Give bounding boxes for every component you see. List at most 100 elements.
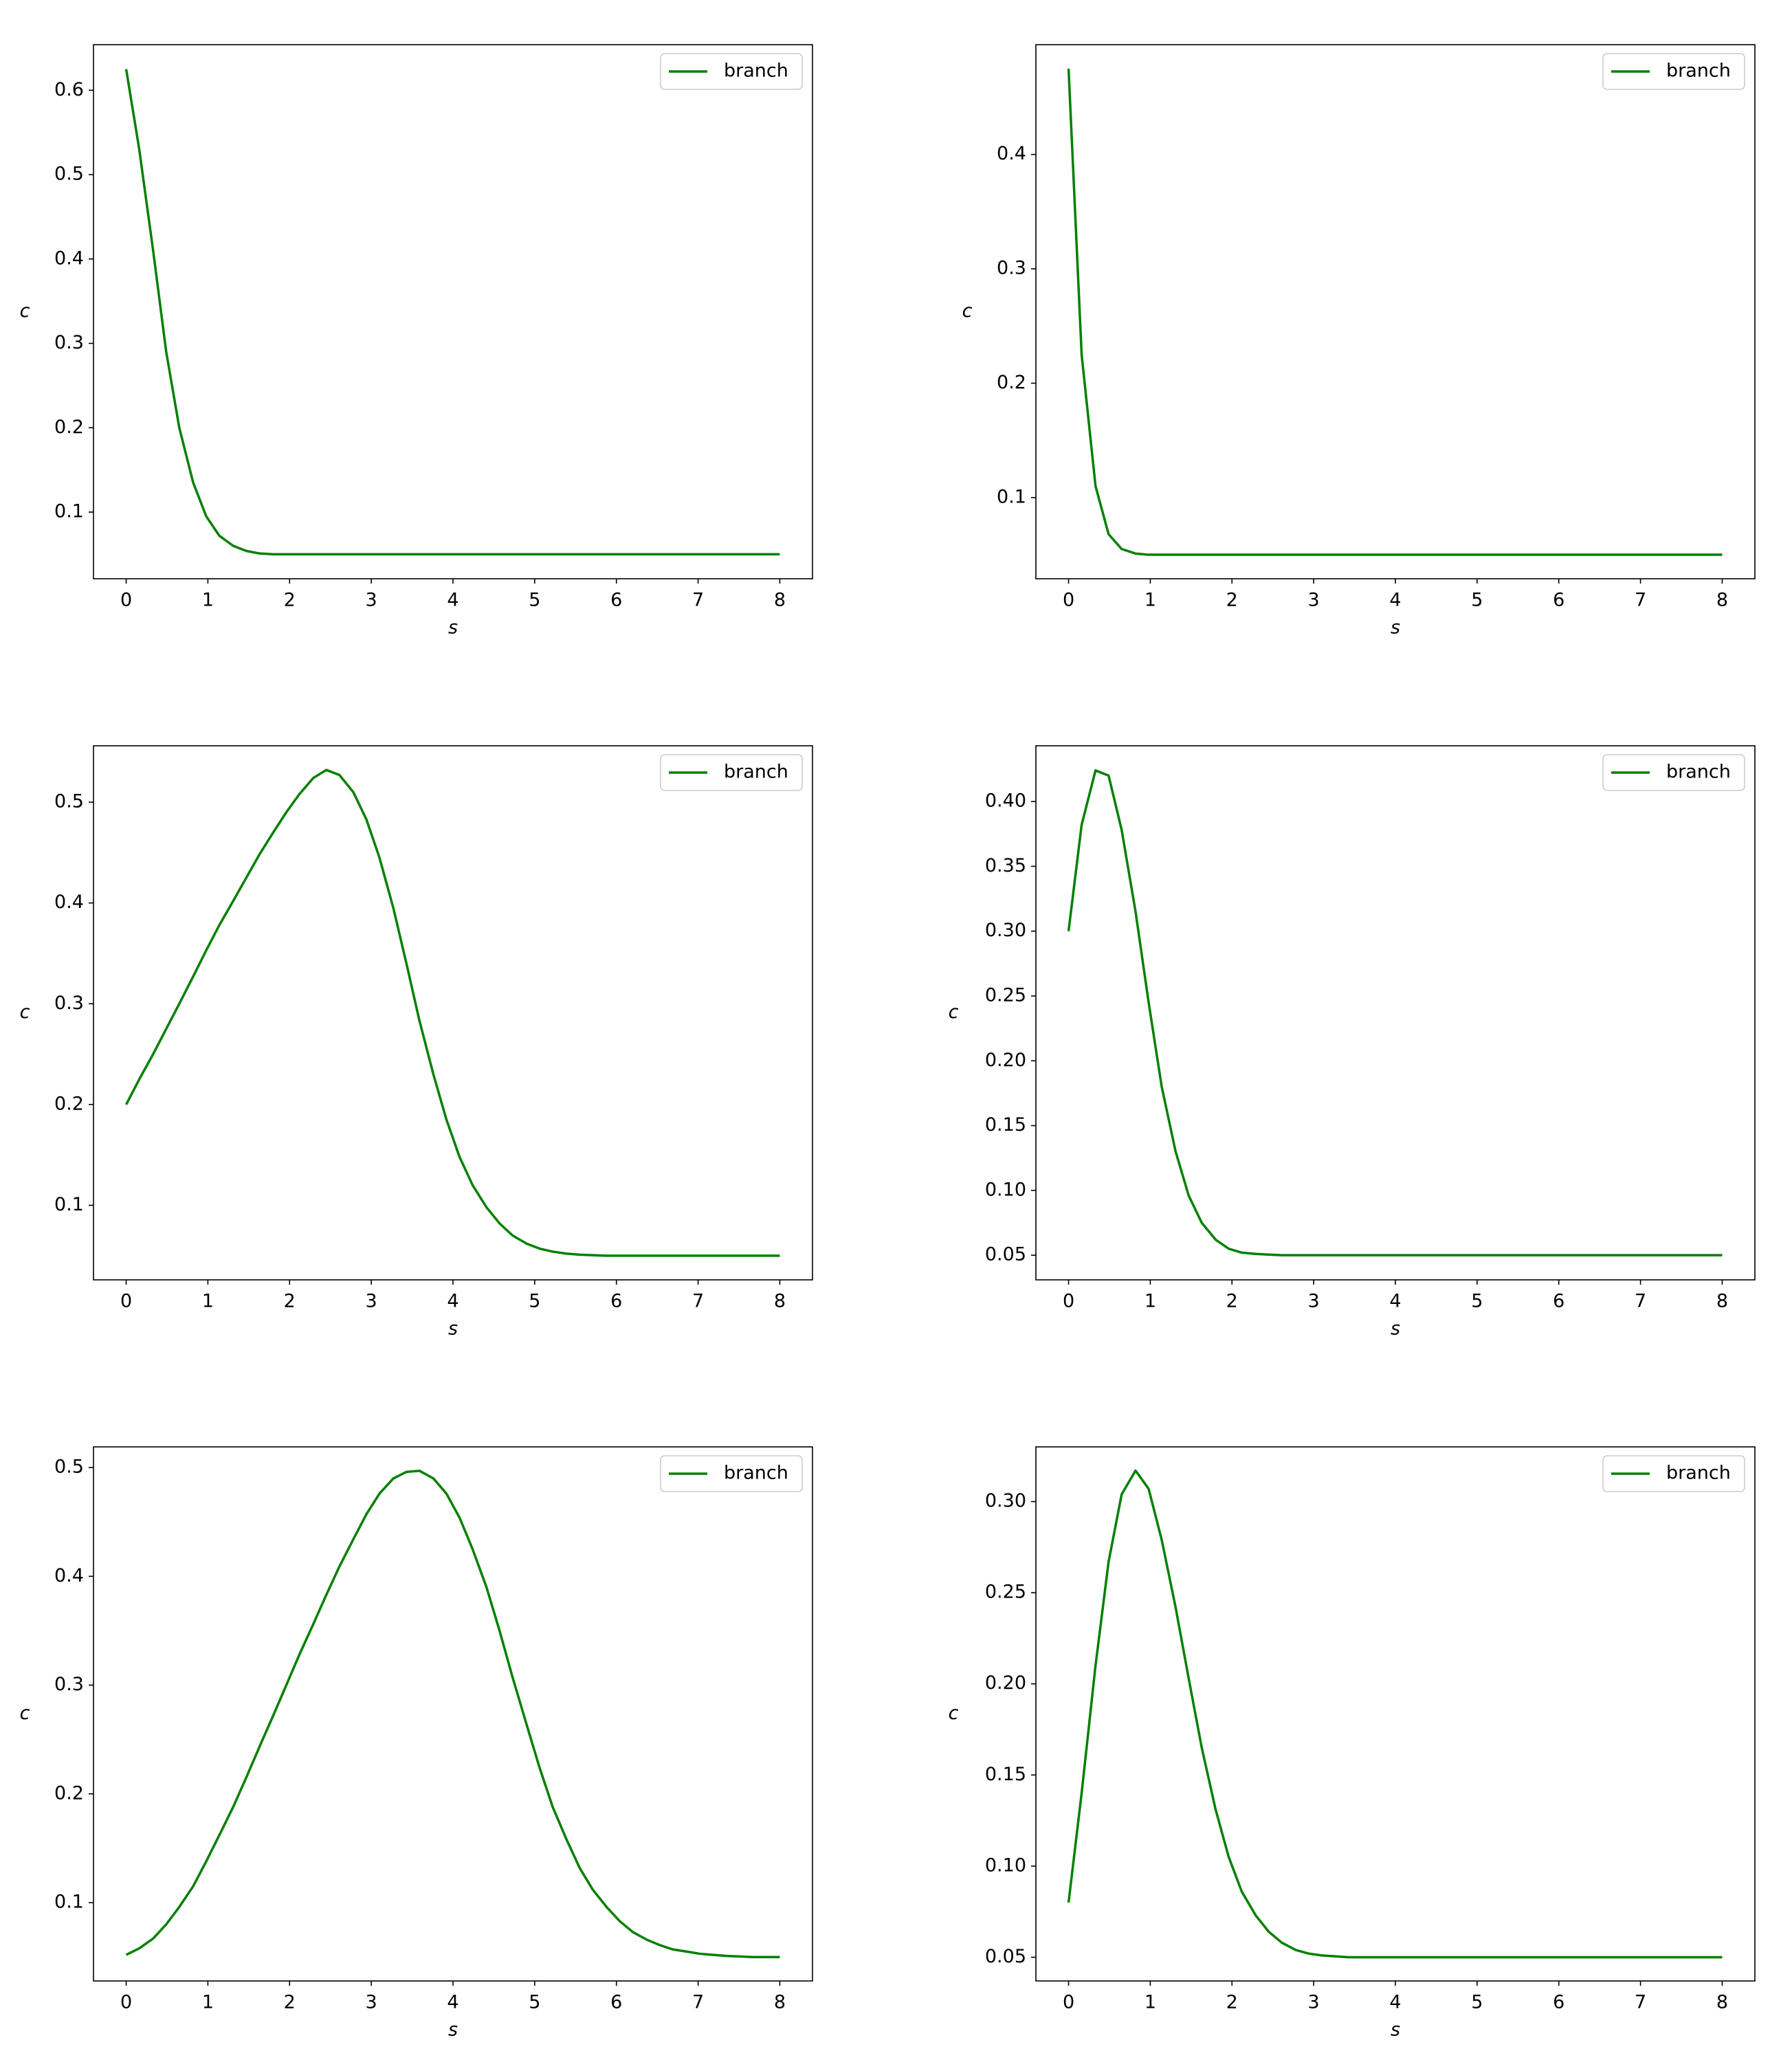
x-tick-label: 5 [1471, 1992, 1483, 2013]
y-tick-label: 0.40 [985, 790, 1026, 812]
y-tick-label: 0.4 [54, 1565, 84, 1586]
data-line [1067, 68, 1723, 556]
x-tick-label: 1 [202, 590, 214, 611]
legend-label: branch [724, 60, 788, 82]
x-tick-label: 8 [1716, 1992, 1728, 2013]
axes-frame [93, 44, 813, 579]
y-tick-label: 0.20 [985, 1050, 1026, 1071]
y-tick-label: 0.1 [54, 1194, 84, 1215]
x-tick-label: 6 [1553, 1291, 1564, 1312]
data-line [124, 69, 780, 556]
x-tick-label: 6 [610, 1992, 622, 2013]
x-tick-label: 4 [1389, 590, 1401, 611]
x-axis-label: s [1391, 2019, 1400, 2041]
x-tick-label: 5 [529, 1291, 540, 1312]
legend-label: branch [724, 1463, 788, 1484]
x-tick-label: 1 [1144, 590, 1156, 611]
y-tick-label: 0.30 [985, 1490, 1026, 1511]
y-tick-label: 0.30 [985, 920, 1026, 941]
x-tick-label: 3 [1308, 1992, 1320, 2013]
y-axis-label: c [20, 300, 30, 322]
x-tick-label: 3 [366, 1992, 377, 2013]
legend-label: branch [1666, 1463, 1731, 1484]
legend-box [1602, 754, 1745, 791]
legend-box [1602, 1455, 1745, 1492]
x-tick-label: 0 [1063, 1992, 1074, 2013]
axes-frame [93, 745, 813, 1281]
x-tick-label: 0 [120, 590, 132, 611]
x-tick-label: 7 [692, 1291, 704, 1312]
y-tick-label: 0.05 [985, 1244, 1026, 1265]
data-line [1067, 769, 1723, 1256]
x-tick-label: 1 [1144, 1291, 1156, 1312]
y-tick-label: 0.1 [54, 1892, 84, 1913]
x-axis-label: s [1391, 1318, 1400, 1340]
x-tick-label: 3 [366, 1291, 377, 1312]
y-tick-label: 0.5 [54, 1457, 84, 1478]
y-tick-label: 0.2 [997, 372, 1026, 393]
x-tick-label: 8 [774, 1291, 786, 1312]
x-tick-label: 8 [774, 590, 786, 611]
legend-box [660, 53, 803, 90]
x-tick-label: 8 [1716, 1291, 1728, 1312]
y-tick-label: 0.4 [54, 891, 84, 913]
x-tick-label: 5 [529, 1992, 540, 2013]
data-line [1067, 1469, 1723, 1959]
x-tick-label: 5 [1471, 590, 1483, 611]
x-tick-label: 4 [447, 1291, 458, 1312]
x-tick-label: 4 [1389, 1291, 1401, 1312]
x-tick-label: 4 [1389, 1992, 1401, 2013]
y-tick-label: 0.4 [997, 143, 1026, 164]
y-tick-label: 0.35 [985, 855, 1026, 876]
x-tick-label: 4 [447, 590, 458, 611]
x-tick-label: 4 [447, 1992, 458, 2013]
x-tick-label: 7 [692, 1992, 704, 2013]
y-axis-label: c [962, 300, 973, 322]
data-line [124, 768, 780, 1257]
x-tick-label: 6 [610, 1291, 622, 1312]
x-tick-label: 2 [1226, 1992, 1238, 2013]
x-tick-label: 6 [1553, 590, 1564, 611]
x-tick-label: 2 [1226, 590, 1238, 611]
x-tick-label: 3 [366, 590, 377, 611]
x-axis-label: s [448, 617, 458, 639]
x-tick-label: 0 [1063, 1291, 1074, 1312]
x-tick-label: 0 [120, 1992, 132, 2013]
y-tick-label: 0.15 [985, 1764, 1026, 1785]
legend-label: branch [1666, 60, 1731, 82]
y-tick-label: 0.5 [54, 791, 84, 812]
y-axis-label: c [20, 1001, 30, 1023]
legend-box [660, 754, 803, 791]
y-tick-label: 0.5 [54, 164, 84, 185]
y-tick-label: 0.2 [54, 1782, 84, 1804]
y-tick-label: 0.1 [997, 486, 1026, 507]
y-tick-label: 0.20 [985, 1672, 1026, 1694]
legend-box [1602, 53, 1745, 90]
y-tick-label: 0.15 [985, 1114, 1026, 1136]
x-tick-label: 3 [1308, 1291, 1320, 1312]
x-tick-label: 5 [529, 590, 540, 611]
x-tick-label: 7 [692, 590, 704, 611]
x-tick-label: 0 [120, 1291, 132, 1312]
x-tick-label: 2 [1226, 1291, 1238, 1312]
x-tick-label: 2 [284, 1992, 296, 2013]
y-tick-label: 0.25 [985, 984, 1026, 1006]
axes-frame [1035, 1446, 1756, 1982]
y-tick-label: 0.3 [54, 1674, 84, 1695]
axes-frame [1035, 745, 1756, 1281]
legend-label: branch [724, 762, 788, 783]
y-tick-label: 0.05 [985, 1946, 1026, 1967]
y-tick-label: 0.25 [985, 1582, 1026, 1603]
x-tick-label: 0 [1063, 590, 1074, 611]
y-tick-label: 0.3 [997, 258, 1026, 279]
x-tick-label: 7 [1635, 1992, 1646, 2013]
x-tick-label: 1 [202, 1992, 214, 2013]
axes-frame [1035, 44, 1756, 579]
x-axis-label: s [448, 2019, 458, 2041]
y-tick-label: 0.10 [985, 1854, 1026, 1876]
x-tick-label: 8 [1716, 590, 1728, 611]
x-tick-label: 2 [284, 590, 296, 611]
y-tick-label: 0.2 [54, 417, 84, 438]
y-tick-label: 0.3 [54, 332, 84, 353]
